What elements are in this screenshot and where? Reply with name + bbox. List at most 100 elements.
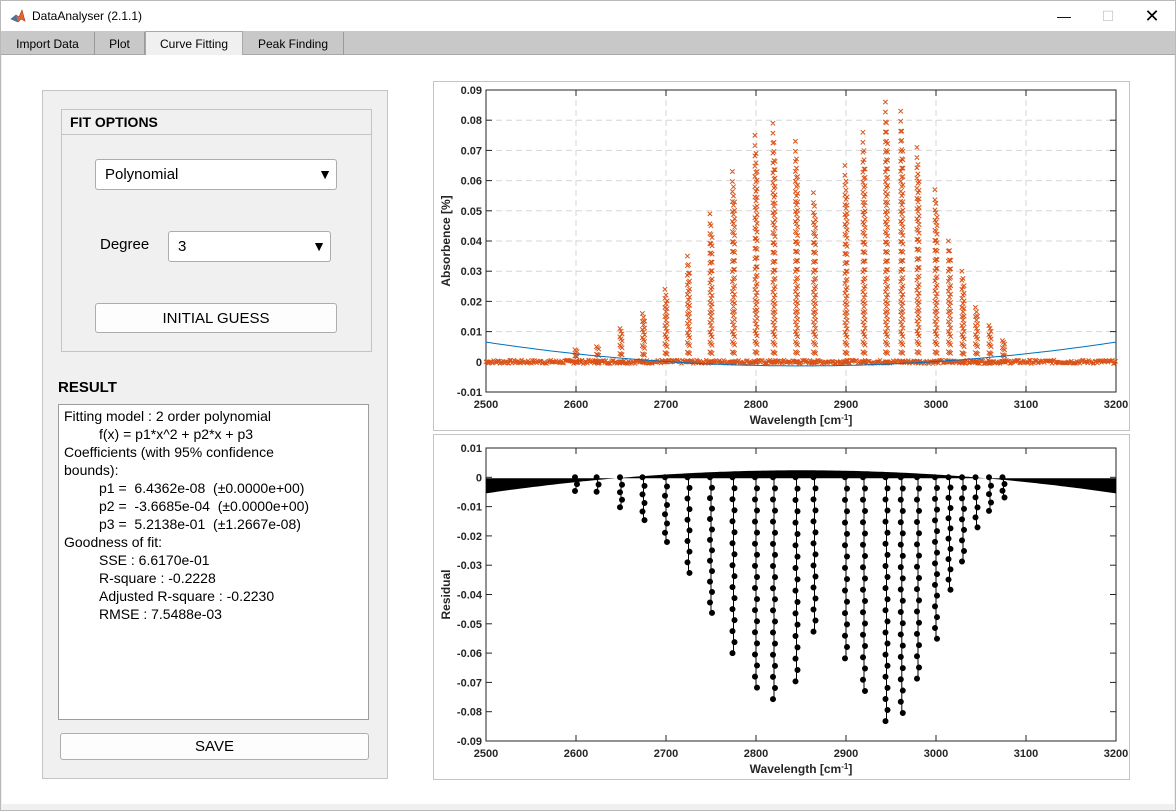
peak-markers: [945, 238, 954, 365]
dropdown-arrow-icon: ▼: [312, 238, 326, 254]
residual-points: [684, 474, 693, 576]
peak-markers: [986, 323, 994, 365]
x-tick-label: 3200: [1104, 399, 1128, 411]
y-tick-label: 0: [476, 357, 482, 369]
dropdown-arrow-icon: ▼: [318, 166, 332, 182]
peak-markers: [617, 326, 625, 365]
result-line: Fitting model : 2 order polynomial: [64, 408, 271, 424]
minimize-button[interactable]: —: [1041, 1, 1087, 31]
x-tick-label: 2800: [744, 748, 768, 760]
absorbence-chart[interactable]: 2500 2600 2700 2800 2900 3000 3100 3200 -0.01 0 0.…: [433, 81, 1130, 431]
tab-curve-fitting[interactable]: Curve Fitting: [145, 31, 243, 56]
fit-model-value: Polynomial: [105, 166, 179, 183]
y-tick-label: 0.05: [461, 206, 482, 218]
residual-points: [842, 474, 850, 662]
residual-points: [945, 474, 954, 593]
peak-markers: [684, 253, 693, 365]
y-axis-label: Absorbence [%]: [439, 195, 453, 286]
result-line: p1 = 6.4362e-08 (±0.0000e+00): [99, 480, 305, 496]
peak-markers: [770, 120, 778, 365]
tab-plot[interactable]: Plot: [95, 32, 145, 55]
matlab-logo-icon: [10, 9, 26, 23]
y-tick-label: -0.03: [457, 560, 482, 572]
x-tick-label: 3000: [924, 399, 948, 411]
y-tick-label: 0.01: [461, 443, 482, 455]
result-line: Adjusted R-square : -0.2230: [99, 588, 275, 604]
x-tick-label: 3200: [1104, 748, 1128, 760]
residual-points: [707, 474, 715, 616]
tab-import-data[interactable]: Import Data: [1, 32, 95, 55]
y-tick-label: 0.02: [461, 296, 482, 308]
degree-select[interactable]: 3 ▼: [168, 231, 331, 262]
degree-label: Degree: [100, 236, 150, 253]
residual-points: [572, 474, 580, 494]
y-tick-label: 0.09: [461, 85, 482, 97]
fit-model-select[interactable]: Polynomial ▼: [95, 159, 337, 190]
x-tick-label: 2500: [474, 399, 498, 411]
y-axis-label: Residual: [439, 569, 453, 619]
result-line: bounds):: [64, 462, 119, 478]
peak-markers: [707, 211, 715, 365]
residual-points: [810, 474, 819, 635]
residual-chart[interactable]: 2500 2600 2700 2800 2900 3000 3100 3200 -0.09 -0.…: [433, 434, 1130, 780]
y-tick-label: -0.01: [457, 502, 482, 514]
y-tick-label: 0.04: [461, 236, 483, 248]
residual-points: [792, 474, 801, 685]
absorbence-chart-svg: 2500 2600 2700 2800 2900 3000 3100 3200 -0.01 0 0.…: [439, 85, 1128, 427]
tab-peak-finding[interactable]: Peak Finding: [243, 32, 344, 55]
peak-markers: [729, 168, 738, 365]
residual-baseline-band: [486, 470, 1116, 494]
x-tick-label: 2700: [654, 748, 678, 760]
peak-markers: [914, 144, 922, 365]
y-tick-label: 0.06: [461, 176, 482, 188]
residual-points: [932, 474, 940, 642]
x-tick-label: 2600: [564, 399, 588, 411]
x-tick-label: 2600: [564, 748, 588, 760]
result-text-box[interactable]: Fitting model : 2 order polynomial f(x) …: [58, 404, 369, 720]
peak-markers: [999, 338, 1008, 365]
result-line: RMSE : 7.5488e-03: [99, 606, 222, 622]
x-tick-label: 3000: [924, 748, 948, 760]
x-tick-label: 2900: [834, 748, 858, 760]
x-tick-label: 2700: [654, 399, 678, 411]
x-tick-label: 3100: [1014, 399, 1038, 411]
peak-markers: [792, 138, 801, 365]
residual-points: [617, 474, 625, 511]
x-tick-label: 2500: [474, 748, 498, 760]
degree-value: 3: [178, 238, 187, 255]
y-tick-label: 0.01: [461, 327, 482, 339]
result-line: Coefficients (with 95% confidence: [64, 444, 274, 460]
result-line: p3 = 5.2138e-01 (±1.2667e-08): [99, 516, 301, 532]
result-line: R-square : -0.2228: [99, 570, 216, 586]
residual-points: [999, 474, 1008, 501]
save-button[interactable]: SAVE: [60, 733, 369, 760]
close-icon: ✕: [1144, 5, 1160, 26]
y-tick-label: -0.09: [457, 736, 482, 748]
y-tick-label: -0.04: [457, 590, 483, 602]
y-tick-label: -0.05: [457, 619, 482, 631]
close-button[interactable]: ✕: [1129, 1, 1175, 31]
peak-markers: [842, 162, 850, 365]
residual-chart-svg: 2500 2600 2700 2800 2900 3000 3100 3200 -0.09 -0.…: [439, 443, 1128, 776]
fit-curve: [485, 341, 1117, 367]
y-tick-label: -0.01: [457, 387, 482, 399]
initial-guess-button[interactable]: INITIAL GUESS: [95, 303, 337, 333]
peak-markers: [882, 99, 891, 365]
peak-markers: [572, 347, 580, 365]
x-tick-label: 2900: [834, 399, 858, 411]
residual-points: [959, 474, 967, 565]
x-tick-label: 2800: [744, 399, 768, 411]
plot-frame: [485, 447, 1117, 742]
residual-points: [770, 474, 778, 703]
residual-points: [729, 474, 738, 657]
result-line: Goodness of fit:: [64, 534, 163, 550]
x-tick-label: 3100: [1014, 748, 1038, 760]
maximize-button[interactable]: ☐: [1085, 1, 1131, 31]
y-tick-label: 0.07: [461, 145, 482, 157]
fit-options-group: FIT OPTIONS Polynomial ▼ Degree 3 ▼ INIT…: [61, 109, 372, 352]
residual-points: [639, 474, 648, 524]
title-bar: DataAnalyser (2.1.1) — ☐ ✕: [1, 1, 1175, 31]
y-tick-label: -0.06: [457, 648, 482, 660]
window-title: DataAnalyser (2.1.1): [32, 9, 143, 23]
